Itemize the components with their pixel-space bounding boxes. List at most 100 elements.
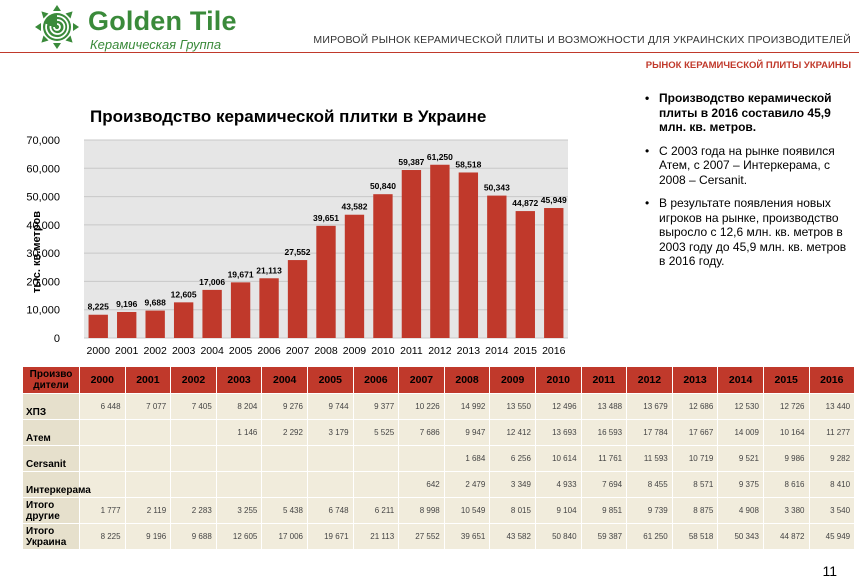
table-cell [170, 445, 217, 472]
table-cell: 14 009 [717, 419, 764, 446]
table-cell [306, 445, 354, 472]
table-cell [398, 445, 445, 472]
producer-name: Итого Украина [22, 523, 80, 550]
header-divider [0, 52, 859, 53]
table-cell: 17 784 [626, 419, 673, 446]
bar-value-label: 50,840 [370, 181, 396, 191]
table-cell: 7 686 [398, 419, 445, 446]
table-row: Итого другие 1 777 2 119 2 283 3 255 5 438 6 7… [22, 497, 856, 524]
bar-value-label: 19,671 [228, 269, 254, 279]
bar-value-label: 44,872 [512, 198, 538, 208]
table-cell: 13 679 [626, 393, 673, 420]
table-cell: 9 196 [124, 523, 172, 550]
table-cell: 2 283 [170, 497, 217, 524]
x-tick-label: 2000 [87, 345, 111, 357]
table-cell: 19 671 [306, 523, 354, 550]
table-cell: 12 412 [489, 419, 536, 446]
table-cell: 8 571 [671, 471, 719, 498]
table-cell: 10 164 [762, 419, 810, 446]
section-title: РЫНОК КЕРАМИЧЕСКОЙ ПЛИТЫ УКРАИНЫ [645, 60, 851, 71]
table-year-header: 2000 [79, 366, 126, 394]
table-cell: 45 949 [808, 523, 856, 550]
bar-value-label: 17,006 [199, 277, 225, 287]
producer-name: Интеркерама [22, 471, 91, 498]
bar [344, 214, 365, 338]
table-cell: 6 448 [79, 393, 126, 420]
table-cell: 59 387 [580, 523, 628, 550]
table-cell: 642 [398, 471, 445, 498]
table-cell [306, 471, 354, 498]
table-cell: 1 684 [443, 445, 491, 472]
table-year-header: 2008 [443, 366, 491, 394]
table-year-header: 2009 [489, 366, 536, 394]
y-tick-label: 10,000 [26, 305, 60, 317]
table-cell: 13 488 [580, 393, 628, 420]
x-tick-label: 2016 [542, 345, 566, 357]
table-row: ХПЗ 6 448 7 077 7 405 8 204 9 276 9 744 9 377 10… [22, 393, 856, 420]
table-cell: 50 343 [717, 523, 764, 550]
bar [173, 302, 194, 338]
bar [88, 314, 108, 338]
y-tick-label: 40,000 [26, 220, 60, 232]
table-cell: 39 651 [443, 523, 491, 550]
table-cell: 11 593 [626, 445, 673, 472]
bar [515, 211, 535, 338]
bar-chart: 0 10,000 20,000 30,000 40,000 50,000 60,000 70,… [26, 135, 568, 357]
table-cell: 13 550 [489, 393, 536, 420]
table-cell: 12 605 [215, 523, 263, 550]
logo-mark-icon [35, 5, 79, 49]
table-cell [79, 419, 126, 446]
table-cell [215, 445, 263, 472]
table-cell: 1 146 [215, 419, 263, 446]
bar [373, 194, 393, 338]
table-cell [352, 445, 400, 472]
table-cell: 8 410 [808, 471, 856, 498]
table-cell: 3 179 [306, 419, 354, 446]
table-cell: 3 255 [215, 497, 263, 524]
bar-value-label: 39,651 [313, 213, 339, 223]
table-year-header: 2012 [626, 366, 673, 394]
table-cell: 17 006 [261, 523, 308, 550]
y-tick-label: 50,000 [26, 192, 60, 204]
x-tick-label: 2010 [371, 345, 395, 357]
table-cell [79, 445, 126, 472]
table-cell: 61 250 [626, 523, 673, 550]
producers-table: Произво дители 2000 2001 2002 2003 2004 2005 2… [22, 366, 856, 550]
x-tick-label: 2004 [200, 345, 224, 357]
table-year-header: 2002 [170, 366, 217, 394]
table-cell: 3 540 [808, 497, 856, 524]
table-year-header: 2016 [808, 366, 856, 394]
bar-value-label: 12,605 [171, 289, 197, 299]
bar [259, 278, 279, 338]
table-cell: 6 256 [489, 445, 536, 472]
table-cell: 9 947 [443, 419, 491, 446]
brand-subtitle: Керамическая Группа [90, 37, 222, 52]
x-tick-label: 2001 [115, 345, 139, 357]
summary-bullets: Производство керамической плиты в 2016 с… [645, 91, 855, 278]
x-tick-label: 2002 [143, 345, 167, 357]
bar [316, 225, 336, 338]
x-tick-label: 2013 [457, 345, 481, 357]
y-tick-label: 60,000 [26, 163, 60, 175]
producer-name: Атем [22, 419, 80, 446]
table-cell: 8 998 [398, 497, 445, 524]
bar-value-label: 61,250 [427, 152, 453, 162]
table-cell: 7 405 [170, 393, 217, 420]
bar-value-label: 50,343 [484, 183, 510, 193]
table-cell: 11 277 [808, 419, 856, 446]
table-cell: 16 593 [580, 419, 628, 446]
table-row: Итого Украина 8 225 9 196 9 688 12 605 17 006… [22, 523, 856, 550]
bullet-item: В результате появления новых игроков на … [645, 196, 855, 269]
table-cell: 9 986 [762, 445, 810, 472]
table-cell: 12 530 [717, 393, 764, 420]
table-year-header: 2003 [215, 366, 263, 394]
bar-value-label: 58,518 [455, 159, 481, 169]
table-cell: 50 840 [534, 523, 582, 550]
table-year-header: 2007 [398, 366, 445, 394]
table-row: Cersanit 1 684 6 256 10 614 11 761 11 593 10 7… [22, 445, 856, 472]
x-tick-label: 2006 [257, 345, 281, 357]
table-year-header: 2010 [534, 366, 582, 394]
table-cell: 10 719 [671, 445, 719, 472]
x-tick-label: 2007 [286, 345, 310, 357]
table-cell [261, 471, 308, 498]
